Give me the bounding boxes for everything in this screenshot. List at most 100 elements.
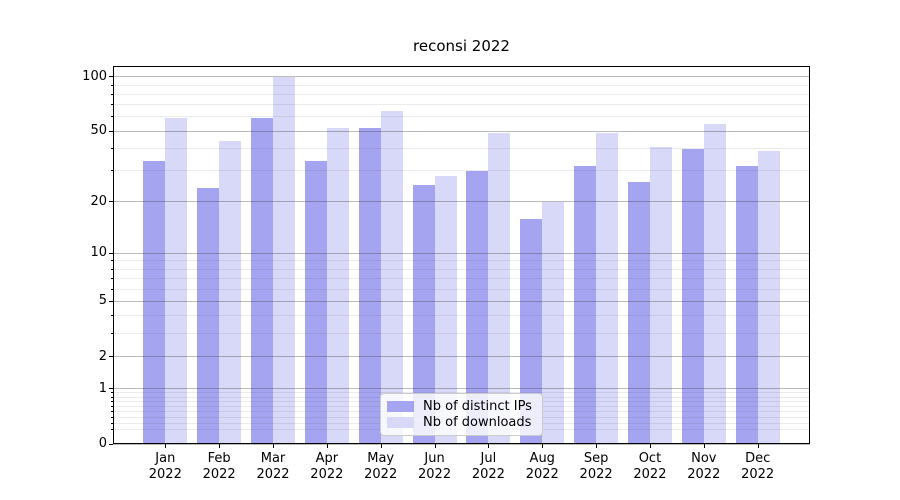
x-tick-label: Jan 2022 <box>135 451 195 483</box>
x-tick-mark <box>219 444 221 448</box>
bar-downloads <box>703 123 726 444</box>
axes-spines <box>113 66 810 444</box>
y-tick-mark <box>109 201 113 203</box>
y-minor-tick-mark <box>110 315 113 317</box>
x-tick-year: 2022 <box>687 467 721 482</box>
y-minor-tick-mark <box>110 333 113 335</box>
x-tick-mark <box>757 444 759 448</box>
y-minor-tick-mark <box>110 84 113 86</box>
y-tick-mark <box>109 76 113 78</box>
y-minor-tick-mark <box>110 396 113 398</box>
x-tick-year: 2022 <box>579 467 613 482</box>
x-tick-year: 2022 <box>471 467 505 482</box>
x-tick-year: 2022 <box>310 467 344 482</box>
x-tick-mark <box>326 444 328 448</box>
bar-downloads <box>542 201 565 444</box>
x-tick-mark <box>380 444 382 448</box>
x-tick-year: 2022 <box>633 467 667 482</box>
minor-gridline <box>113 104 810 106</box>
bar-downloads <box>219 141 242 444</box>
bar-distinct-ips <box>143 161 166 444</box>
x-tick-month: Oct <box>638 451 662 466</box>
x-tick-month: Jul <box>480 451 497 466</box>
y-tick-label: 0 <box>98 436 107 451</box>
minor-gridline <box>113 116 810 118</box>
minor-gridline <box>113 84 810 86</box>
x-tick-mark <box>434 444 436 448</box>
bar-distinct-ips <box>466 170 489 444</box>
bar-distinct-ips <box>735 165 758 444</box>
y-tick-label: 1 <box>98 380 107 396</box>
y-minor-tick-mark <box>110 148 113 150</box>
plot-area <box>113 66 810 445</box>
bar-downloads <box>434 176 457 444</box>
major-gridline <box>113 252 810 254</box>
y-tick-mark <box>109 130 113 132</box>
x-tick-year: 2022 <box>525 467 559 482</box>
y-minor-tick-mark <box>110 93 113 95</box>
minor-gridline <box>113 392 810 394</box>
bar-distinct-ips <box>358 128 381 444</box>
major-gridline <box>113 130 810 132</box>
x-tick-label: Feb 2022 <box>189 451 249 483</box>
x-tick-year: 2022 <box>741 467 775 482</box>
x-tick-year: 2022 <box>256 467 290 482</box>
minor-gridline <box>113 278 810 280</box>
minor-gridline <box>113 288 810 290</box>
bar-downloads <box>326 128 349 444</box>
x-tick-year: 2022 <box>202 467 236 482</box>
minor-gridline <box>113 170 810 172</box>
y-minor-tick-mark <box>110 411 113 413</box>
y-tick-mark <box>109 356 113 358</box>
y-tick-mark <box>109 443 113 445</box>
legend-item-distinct-ips: Nb of distinct IPs <box>387 399 534 414</box>
y-minor-tick-mark <box>110 422 113 424</box>
x-tick-label: May 2022 <box>351 451 411 483</box>
bar-downloads <box>596 132 619 444</box>
y-tick-label: 5 <box>98 293 107 309</box>
x-tick-month: May <box>367 451 395 466</box>
bar-downloads <box>273 76 295 444</box>
x-tick-label: Jul 2022 <box>458 451 518 483</box>
y-tick-label: 20 <box>90 193 107 209</box>
x-tick-month: Jan <box>155 451 176 466</box>
chart-title: reconsi 2022 <box>413 37 510 55</box>
y-tick-label: 10 <box>90 245 107 261</box>
x-tick-mark <box>542 444 544 448</box>
bar-distinct-ips <box>681 148 704 444</box>
minor-gridline <box>113 268 810 270</box>
x-tick-month: Mar <box>260 451 286 466</box>
bar-downloads <box>165 118 188 444</box>
bar-downloads <box>649 146 672 444</box>
major-gridline <box>113 76 810 78</box>
x-tick-mark <box>649 444 651 448</box>
minor-gridline <box>113 315 810 317</box>
x-tick-mark <box>165 444 167 448</box>
x-tick-month: Feb <box>207 451 231 466</box>
bar-downloads <box>757 150 780 444</box>
legend-swatch-distinct-ips <box>387 401 414 412</box>
x-tick-mark <box>703 444 705 448</box>
x-tick-month: Dec <box>745 451 771 466</box>
y-minor-tick-mark <box>110 104 113 106</box>
x-tick-label: Dec 2022 <box>728 451 788 483</box>
x-tick-mark <box>488 444 490 448</box>
y-minor-tick-mark <box>110 428 113 430</box>
bar-distinct-ips <box>197 187 220 444</box>
x-tick-year: 2022 <box>148 467 182 482</box>
bar-distinct-ips <box>304 161 327 444</box>
legend: Nb of distinct IPs Nb of downloads <box>380 393 543 436</box>
y-minor-tick-mark <box>110 278 113 280</box>
y-tick-mark <box>109 252 113 254</box>
y-minor-tick-mark <box>110 406 113 408</box>
y-minor-tick-mark <box>110 392 113 394</box>
x-tick-year: 2022 <box>364 467 398 482</box>
minor-gridline <box>113 148 810 150</box>
x-tick-label: Apr 2022 <box>297 451 357 483</box>
y-tick-mark <box>109 388 113 390</box>
major-gridline <box>113 201 810 203</box>
legend-label-downloads: Nb of downloads <box>423 415 532 430</box>
bar-distinct-ips <box>627 181 650 444</box>
major-gridline <box>113 388 810 390</box>
y-tick-label: 50 <box>90 123 107 139</box>
